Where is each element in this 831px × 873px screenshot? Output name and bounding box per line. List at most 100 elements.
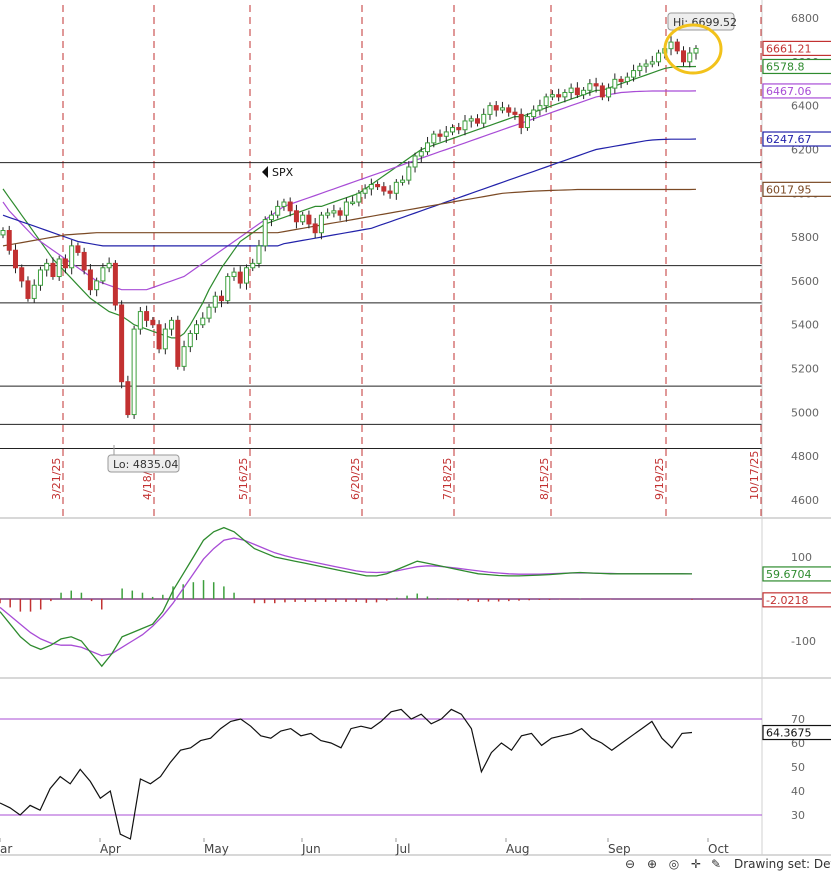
crosshair-icon[interactable]: ✛ <box>690 857 702 871</box>
candle-body <box>119 304 125 383</box>
candle-body <box>468 118 474 122</box>
candle-body <box>356 192 362 203</box>
candle-body <box>200 317 206 326</box>
candle-body <box>587 83 593 91</box>
candle-body <box>425 142 431 153</box>
zoom-out-icon[interactable]: ⊖ <box>624 857 636 871</box>
candle-body <box>343 201 349 216</box>
candle-body <box>194 324 200 334</box>
price-badge-label: 6661.21 <box>766 42 812 55</box>
candle-body <box>350 201 356 205</box>
candle-body <box>431 133 437 144</box>
rsi-badge-label: 64.3675 <box>766 727 812 740</box>
candle-body <box>262 219 268 247</box>
candle-body <box>150 319 156 326</box>
candle-body <box>106 262 112 269</box>
candle-body <box>487 105 493 115</box>
candle-body <box>381 186 387 192</box>
month-tick-label: Jun <box>301 842 321 856</box>
candle-body <box>450 127 456 133</box>
candle-body <box>125 381 131 416</box>
rsi-tick-label: 50 <box>791 761 805 774</box>
candle-body <box>674 41 680 52</box>
rsi-tick-label: 70 <box>791 713 805 726</box>
candle-body <box>556 94 562 98</box>
price-axes: 6800660064006200600058005600540052005000… <box>762 12 831 507</box>
month-tick-label: Aug <box>506 842 529 856</box>
candle-body <box>187 332 193 348</box>
candle-body <box>37 269 43 286</box>
candle-body <box>212 295 218 308</box>
draw-tool-icon[interactable]: ✎ <box>710 857 722 871</box>
candle-body <box>481 113 487 124</box>
price-badge-box <box>762 40 831 57</box>
candle-body <box>531 109 537 118</box>
price-badge-label: 6578.8 <box>766 60 805 73</box>
macd-badge-box <box>762 592 831 608</box>
candle-body <box>456 127 462 131</box>
candle-body <box>562 91 568 98</box>
candle-body <box>137 311 143 330</box>
candle-body <box>537 105 543 111</box>
price-plot-area <box>0 5 762 518</box>
rsi-tick-label: 30 <box>791 809 805 822</box>
candle-body <box>362 188 368 194</box>
candle-body <box>131 328 137 416</box>
price-tick-label: 6200 <box>791 143 819 156</box>
candle-body <box>393 181 399 194</box>
candle-body <box>237 271 243 284</box>
rsi-tick-label: 60 <box>791 737 805 750</box>
candle-body <box>243 267 249 284</box>
highlight-circle <box>663 23 723 75</box>
candle-body <box>219 295 225 302</box>
date-line-label: 8/15/25 <box>538 458 551 500</box>
candle-body <box>493 105 499 111</box>
candle-body <box>687 52 693 63</box>
candle-body <box>144 311 150 321</box>
bottom-toolbar: ⊖ ⊕ ◎ ✛ ✎ Drawing set: Defau <box>600 856 831 873</box>
candle-body <box>162 328 168 350</box>
brown-moving-average <box>2 188 697 247</box>
candle-body <box>437 133 443 137</box>
pan-icon[interactable]: ◎ <box>668 857 680 871</box>
candle-body <box>306 214 312 225</box>
candle-body <box>44 262 50 271</box>
candle-body <box>406 166 412 181</box>
candle-body <box>375 184 381 188</box>
candle-body <box>231 271 237 278</box>
candle-body <box>325 212 331 216</box>
candle-body <box>331 210 337 214</box>
candle-body <box>156 324 162 350</box>
candle-body <box>169 319 175 330</box>
macd-badge-label: 59.6704 <box>766 568 812 581</box>
macd-panel[interactable]: 100 -100 59.6704 -2.0218 <box>0 526 831 668</box>
price-tick-label: 5600 <box>791 275 819 288</box>
candle-body <box>100 267 106 282</box>
candle-body <box>400 179 406 183</box>
candle-body <box>499 107 505 111</box>
candle-body <box>318 214 324 234</box>
candle-body <box>50 262 56 278</box>
date-line-label: 3/21/25 <box>50 458 63 500</box>
candle-body <box>225 276 231 302</box>
month-tick-label: Apr <box>100 842 121 856</box>
rsi-panel[interactable]: 70 60 50 40 30 64.3675 ar Apr May Jun Jul Aug Sep Oct <box>0 708 831 856</box>
zoom-in-icon[interactable]: ⊕ <box>646 857 658 871</box>
candle-body <box>643 63 649 67</box>
candle-body <box>81 251 87 271</box>
drawing-set-label: Drawing set: Defau <box>734 857 831 871</box>
date-line-label: 7/18/25 <box>441 458 454 500</box>
candle-body <box>19 267 25 282</box>
price-tick-label: 6800 <box>791 12 819 25</box>
candle-body <box>87 269 93 291</box>
macd-tick-label: 100 <box>791 551 812 564</box>
candle-body <box>518 113 524 129</box>
month-tick-label: May <box>204 842 229 856</box>
price-badge-label: 6247.67 <box>766 133 812 146</box>
candle-body <box>512 111 518 115</box>
macd-tick-label: -100 <box>791 635 816 648</box>
candle-body <box>6 230 12 251</box>
candle-body <box>250 262 256 269</box>
